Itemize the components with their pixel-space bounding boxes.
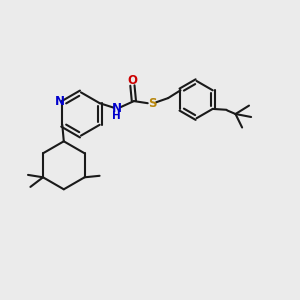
Text: H: H xyxy=(112,111,121,121)
Text: N: N xyxy=(55,95,65,108)
Text: S: S xyxy=(148,97,156,110)
Text: N: N xyxy=(112,102,122,115)
Text: O: O xyxy=(128,74,137,87)
